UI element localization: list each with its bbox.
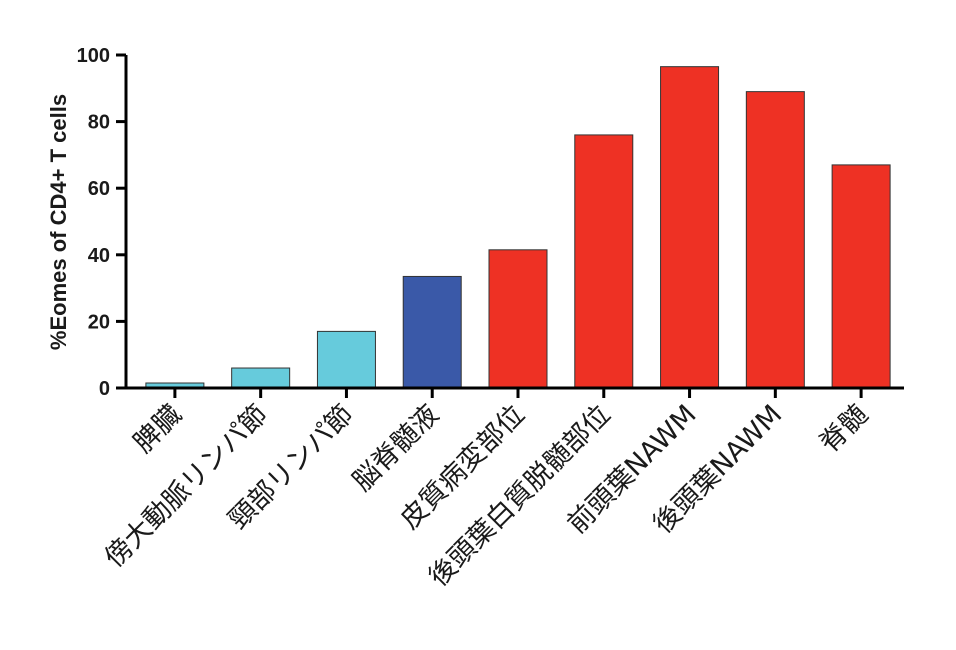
y-tick-label: 20 [88,311,110,333]
y-tick-label: 60 [88,178,110,200]
x-tick-label: 脾臓 [128,399,188,459]
y-axis-label: %Eomes of CD4+ T cells [46,94,71,350]
x-tick-label: 傍大動脈リンパ節 [99,399,274,574]
x-tick-label: 脊髄 [814,399,874,459]
bar [831,164,891,389]
bar [745,91,805,389]
bar [488,249,548,389]
x-axis: 脾臓傍大動脈リンパ節頸部リンパ節脳脊髄液皮質病変部位後頭葉白質脱髄部位前頭葉NA… [99,386,904,593]
bars-group [145,66,891,389]
y-tick-label: 80 [88,112,110,134]
bar [316,330,376,389]
y-axis: 0 20 40 60 80 100 [77,45,128,400]
bar [660,66,720,389]
bar [231,367,291,389]
y-tick-label: 100 [77,45,110,67]
y-tick-label: 40 [88,245,110,267]
y-tick-label: 0 [99,378,110,400]
bar [402,275,462,389]
bar [574,134,634,389]
